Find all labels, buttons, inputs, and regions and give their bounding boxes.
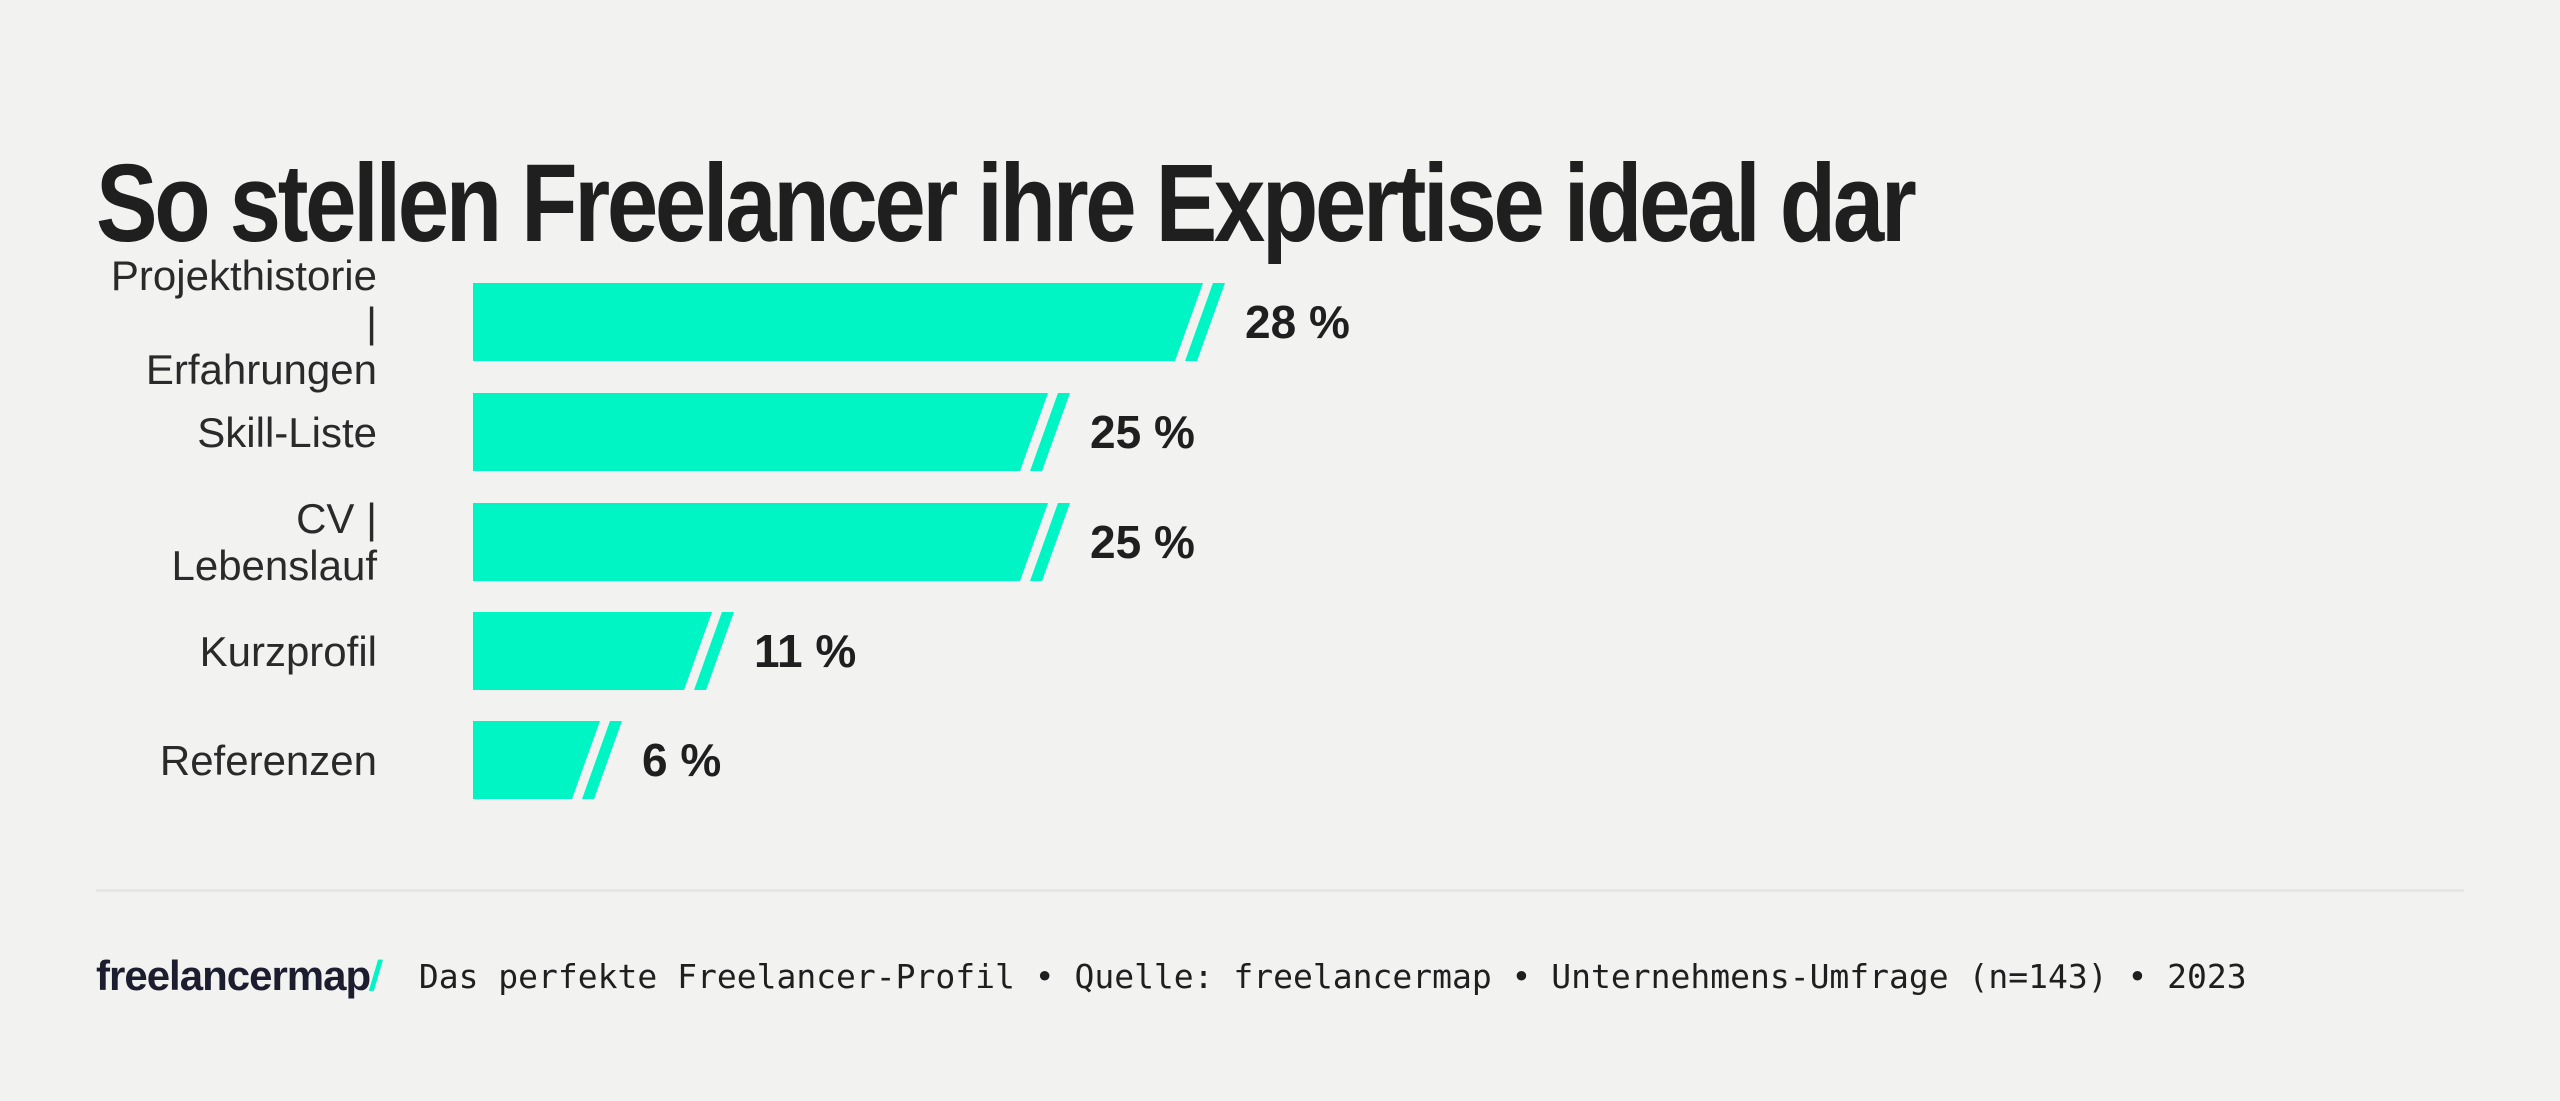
category-label-line: Kurzprofil	[199, 627, 377, 675]
bar	[473, 721, 572, 799]
category-label: Kurzprofil	[96, 612, 377, 690]
bar	[473, 283, 1175, 361]
category-label-line: Erfahrungen	[145, 345, 377, 393]
chart-row: CV | Lebenslauf 25 %	[0, 495, 2560, 589]
category-label-line: CV | Lebenslauf	[171, 495, 377, 589]
chart-row: Referenzen 6 %	[0, 721, 2560, 799]
page-title: So stellen Freelancer ihre Expertise ide…	[96, 141, 1917, 265]
value-label: 25 %	[1090, 406, 1195, 458]
category-label-line: Referenzen	[159, 736, 377, 784]
value-label: 25 %	[1090, 516, 1195, 568]
category-label: Referenzen	[96, 721, 377, 799]
source-text: Das perfekte Freelancer-Profil • Quelle:…	[418, 956, 2247, 996]
category-label-line: Projekthistorie |	[110, 251, 377, 346]
category-label: Skill-Liste	[96, 393, 377, 471]
value-label: 28 %	[1245, 296, 1350, 348]
category-label: Projekthistorie | Erfahrungen	[96, 252, 377, 393]
category-label: CV | Lebenslauf	[96, 495, 377, 589]
bar	[473, 393, 1020, 471]
chart-row: Kurzprofil 11 %	[0, 612, 2560, 690]
bar	[473, 503, 1020, 581]
bar	[473, 612, 684, 690]
freelancermap-logo: freelancermap/	[96, 952, 383, 1000]
chart-row: Projekthistorie | Erfahrungen 28 %	[0, 252, 2560, 393]
value-label: 11 %	[754, 625, 857, 677]
chart-row: Skill-Liste 25 %	[0, 393, 2560, 471]
category-label-line: Skill-Liste	[197, 408, 377, 456]
value-label: 6 %	[642, 734, 722, 786]
logo-wordmark: freelancermap	[96, 952, 371, 999]
footer: freelancermap/ Das perfekte Freelancer-P…	[96, 944, 2247, 1008]
footer-divider	[96, 889, 2464, 892]
